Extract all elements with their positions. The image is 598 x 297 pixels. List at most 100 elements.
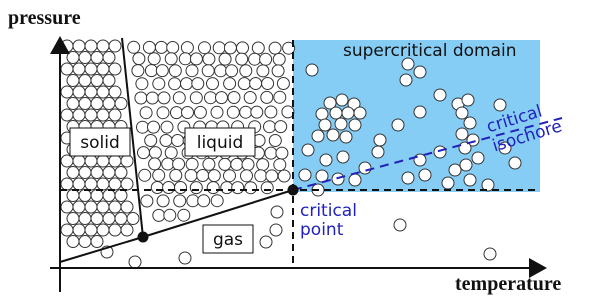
molecule bbox=[91, 236, 103, 248]
molecule bbox=[236, 53, 248, 65]
molecule bbox=[190, 53, 202, 65]
x-axis-label: temperature bbox=[455, 273, 561, 295]
molecule bbox=[91, 167, 103, 179]
molecule bbox=[374, 134, 386, 146]
molecule bbox=[91, 98, 103, 110]
molecule bbox=[97, 86, 109, 98]
molecule bbox=[251, 106, 263, 118]
molecule bbox=[109, 40, 121, 52]
molecule bbox=[249, 53, 261, 65]
molecule bbox=[392, 119, 404, 131]
molecule bbox=[109, 109, 121, 121]
molecule bbox=[109, 178, 121, 190]
molecule bbox=[153, 169, 165, 181]
molecule bbox=[260, 53, 272, 65]
molecule bbox=[265, 147, 277, 159]
molecule bbox=[85, 155, 97, 167]
molecule bbox=[85, 224, 97, 236]
molecule bbox=[262, 78, 274, 90]
molecule bbox=[215, 65, 227, 77]
molecule bbox=[216, 92, 228, 104]
molecule bbox=[354, 107, 366, 119]
molecule bbox=[79, 167, 91, 179]
molecule bbox=[146, 92, 158, 104]
molecule bbox=[257, 159, 269, 171]
molecule bbox=[198, 195, 210, 207]
molecule bbox=[472, 152, 484, 164]
molecule bbox=[165, 147, 177, 159]
molecule bbox=[340, 131, 352, 143]
molecule bbox=[115, 167, 127, 179]
molecule bbox=[224, 42, 236, 54]
molecule bbox=[260, 236, 272, 248]
molecule bbox=[270, 224, 282, 236]
molecule bbox=[414, 106, 426, 118]
molecule bbox=[219, 158, 231, 170]
molecule bbox=[252, 42, 264, 54]
molecule bbox=[197, 170, 209, 182]
molecule bbox=[336, 94, 348, 106]
molecule bbox=[179, 252, 191, 264]
molecule bbox=[151, 182, 163, 194]
supercritical-label: supercritical domain bbox=[343, 41, 517, 61]
molecule bbox=[273, 53, 285, 65]
molecule bbox=[213, 42, 225, 54]
molecule bbox=[419, 169, 431, 181]
molecule bbox=[274, 91, 286, 103]
molecule bbox=[332, 173, 344, 185]
molecule bbox=[169, 65, 181, 77]
molecule bbox=[133, 53, 145, 65]
molecule bbox=[232, 182, 244, 194]
molecule bbox=[140, 107, 152, 119]
molecule bbox=[464, 117, 476, 129]
molecule bbox=[67, 75, 79, 87]
molecule bbox=[157, 195, 169, 207]
molecule bbox=[228, 92, 240, 104]
molecule bbox=[85, 109, 97, 121]
molecule bbox=[85, 86, 97, 98]
molecule bbox=[103, 98, 115, 110]
molecule bbox=[241, 170, 253, 182]
molecule bbox=[137, 121, 149, 133]
molecule bbox=[115, 98, 127, 110]
molecule bbox=[169, 78, 181, 90]
molecule bbox=[85, 40, 97, 52]
molecule bbox=[261, 182, 273, 194]
molecule bbox=[275, 121, 287, 133]
molecule bbox=[192, 78, 204, 90]
molecule bbox=[171, 107, 183, 119]
molecule bbox=[221, 182, 233, 194]
molecule bbox=[139, 169, 151, 181]
molecule bbox=[164, 209, 176, 221]
molecule bbox=[237, 42, 249, 54]
molecule bbox=[460, 159, 472, 171]
molecule bbox=[238, 78, 250, 90]
molecule bbox=[73, 155, 85, 167]
liquid-label: liquid bbox=[197, 133, 244, 153]
molecule bbox=[274, 159, 286, 171]
molecule bbox=[272, 65, 284, 77]
molecule bbox=[156, 65, 168, 77]
molecule bbox=[434, 89, 446, 101]
molecule bbox=[269, 42, 281, 54]
molecule bbox=[276, 147, 288, 159]
molecule bbox=[135, 92, 147, 104]
molecule bbox=[61, 224, 73, 236]
molecule bbox=[175, 182, 187, 194]
molecule bbox=[244, 92, 256, 104]
molecule bbox=[97, 155, 109, 167]
molecule bbox=[182, 107, 194, 119]
molecule bbox=[115, 190, 127, 202]
molecule bbox=[73, 40, 85, 52]
molecule bbox=[359, 162, 371, 174]
molecule bbox=[149, 147, 161, 159]
molecule bbox=[155, 41, 167, 53]
molecule bbox=[67, 167, 79, 179]
molecule bbox=[434, 146, 446, 158]
molecule bbox=[203, 53, 215, 65]
molecule bbox=[271, 206, 283, 218]
molecule bbox=[138, 147, 150, 159]
molecule bbox=[61, 155, 73, 167]
molecule bbox=[103, 213, 115, 225]
y-axis-label: pressure bbox=[8, 7, 81, 29]
